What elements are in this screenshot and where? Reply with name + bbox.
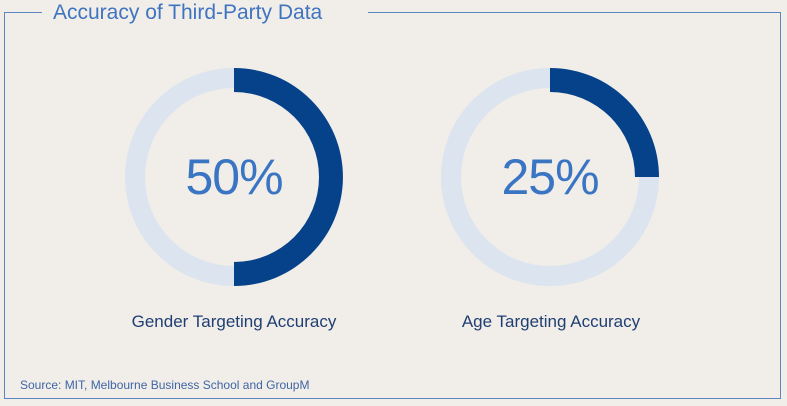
frame-top-border-left xyxy=(4,12,42,13)
donut-arc xyxy=(550,68,659,177)
category-label: Age Targeting Accuracy xyxy=(461,312,641,331)
donut-chart-age: 25% xyxy=(433,60,667,294)
chart-frame xyxy=(4,12,781,399)
donut-arc xyxy=(234,68,343,286)
chart-title: Accuracy of Third-Party Data xyxy=(53,1,323,24)
source-note: Source: MIT, Melbourne Business School a… xyxy=(20,378,310,392)
donut-svg-gender xyxy=(125,68,343,286)
category-label: Gender Targeting Accuracy xyxy=(131,312,337,331)
donut-svg-age xyxy=(441,68,659,286)
percent-label: 50% xyxy=(185,149,283,205)
donut-chart-gender: 50% xyxy=(117,60,351,294)
percent-label: 25% xyxy=(501,149,599,205)
frame-top-border-right xyxy=(368,12,781,13)
